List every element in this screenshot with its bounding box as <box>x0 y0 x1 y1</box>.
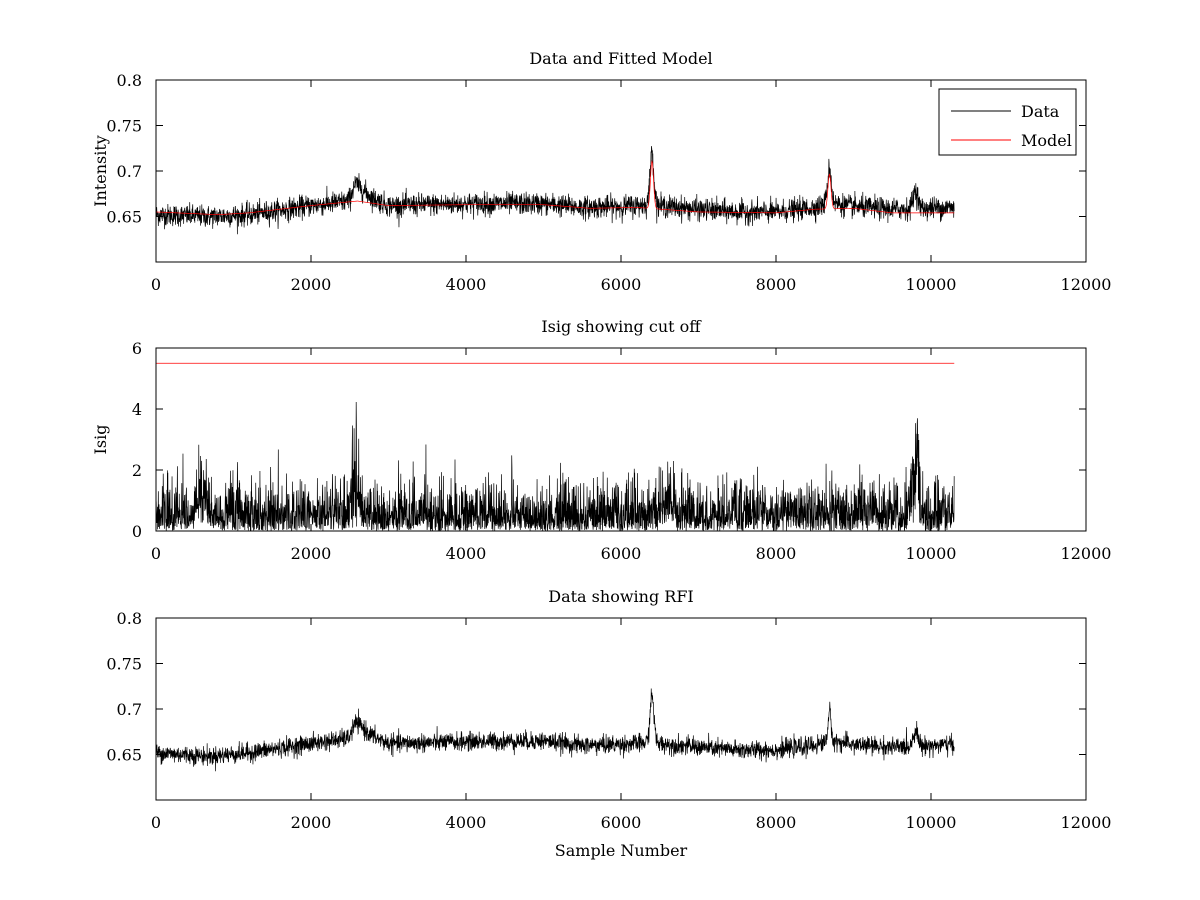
legend-label-model: Model <box>1021 131 1072 150</box>
series-line-model <box>156 159 955 216</box>
legend: Data Model <box>938 88 1077 156</box>
x-tick-label: 0 <box>151 544 161 563</box>
y-axis-label: Isig <box>91 425 110 455</box>
y-axis-label: Intensity <box>91 135 110 207</box>
x-tick-label: 4000 <box>446 275 487 294</box>
y-tick-label: 0.7 <box>117 162 142 181</box>
legend-label-data: Data <box>1021 102 1060 121</box>
x-tick-label: 2000 <box>291 544 332 563</box>
series-line-data <box>156 146 955 235</box>
plot-area <box>156 146 955 235</box>
x-tick-label: 4000 <box>446 544 487 563</box>
x-tick-label: 2000 <box>291 813 332 832</box>
x-tick-label: 0 <box>151 275 161 294</box>
y-tick-label: 0 <box>132 522 142 541</box>
x-tick-label: 12000 <box>1061 813 1112 832</box>
plot-area <box>156 688 955 772</box>
x-tick-label: 0 <box>151 813 161 832</box>
legend-box <box>938 88 1077 156</box>
y-tick-label: 0.7 <box>117 700 142 719</box>
x-tick-label: 10000 <box>906 275 957 294</box>
x-tick-label: 12000 <box>1061 275 1112 294</box>
y-tick-label: 0.65 <box>106 746 142 765</box>
x-tick-label: 6000 <box>601 813 642 832</box>
y-tick-label: 0.8 <box>117 609 142 628</box>
x-axis-label: Sample Number <box>555 841 688 860</box>
chart-title: Isig showing cut off <box>541 317 702 336</box>
chart-title: Data and Fitted Model <box>529 49 712 68</box>
chart-panel-2: 0 2000 4000 6000 8000 10000 12000 0 2 4 6 Isig show… <box>91 317 1111 563</box>
chart-title: Data showing RFI <box>548 587 693 606</box>
plot-area <box>156 362 955 531</box>
x-tick-label: 2000 <box>291 275 332 294</box>
chart-panel-3: 0 2000 4000 6000 8000 10000 12000 0.65 0.7 0.75 0.… <box>106 587 1111 860</box>
x-tick-label: 12000 <box>1061 544 1112 563</box>
y-tick-label: 0.65 <box>106 208 142 227</box>
y-tick-label: 0.75 <box>106 655 142 674</box>
x-tick-label: 6000 <box>601 544 642 563</box>
x-tick-label: 4000 <box>446 813 487 832</box>
x-tick-label: 8000 <box>756 813 797 832</box>
series-line-data <box>156 401 955 531</box>
x-tick-label: 6000 <box>601 275 642 294</box>
series-line-data <box>156 688 955 772</box>
x-tick-label: 10000 <box>906 544 957 563</box>
x-tick-label: 8000 <box>756 544 797 563</box>
y-tick-label: 2 <box>132 461 142 480</box>
y-tick-label: 6 <box>132 339 142 358</box>
chart-panel-1: 0 2000 4000 6000 8000 10000 12000 0.65 0.7 0.75 0.… <box>91 49 1111 294</box>
x-tick-label: 8000 <box>756 275 797 294</box>
charts: 0 2000 4000 6000 8000 10000 120000.650.70.750.… <box>91 49 1111 860</box>
x-tick-label: 10000 <box>906 813 957 832</box>
y-tick-label: 0.8 <box>117 71 142 90</box>
y-tick-label: 4 <box>132 400 142 419</box>
y-tick-label: 0.75 <box>106 117 142 136</box>
